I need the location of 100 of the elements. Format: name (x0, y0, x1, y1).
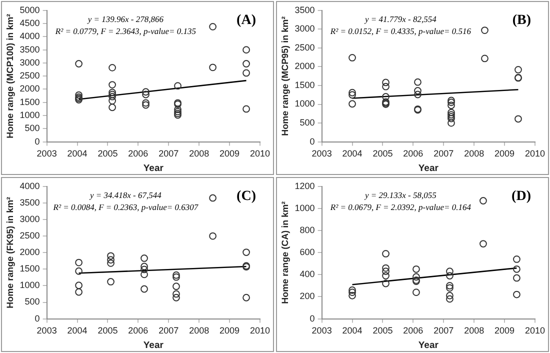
point (140, 270, 148, 278)
y-tick-label: 2500 (20, 70, 40, 81)
y-tick-label: 5000 (20, 4, 40, 15)
point (513, 290, 520, 298)
y-tick-label: 1000 (20, 280, 40, 290)
point (172, 271, 180, 279)
point (172, 282, 180, 290)
point (75, 288, 82, 296)
point (448, 119, 455, 127)
point (412, 265, 420, 273)
y-tick-label: 3000 (20, 214, 40, 224)
y-tick-label: 500 (24, 296, 40, 307)
y-tick-label: 3000 (294, 24, 315, 34)
point (513, 256, 520, 263)
point (448, 98, 455, 106)
point (448, 108, 455, 116)
x-tick-label: 2010 (250, 148, 270, 159)
point (242, 60, 250, 68)
x-tick-label: 2008 (189, 148, 210, 159)
y-tick-label: 0 (34, 313, 40, 324)
point (414, 78, 422, 86)
x-tick-label: 2005 (98, 326, 118, 336)
point (348, 100, 356, 108)
point (514, 115, 522, 123)
point (348, 288, 356, 296)
x-tick-label: 2003 (312, 326, 332, 336)
point (172, 290, 180, 298)
point (107, 256, 114, 264)
y-tick-label: 4000 (20, 31, 40, 42)
point (108, 97, 116, 105)
point (209, 232, 216, 240)
y-tick-label: 2000 (20, 84, 40, 94)
point (107, 252, 114, 260)
point (480, 240, 487, 248)
x-tick-label: 2009 (494, 326, 515, 336)
y-tick-label: 1200 (294, 180, 315, 191)
annotation: R² = 0.0084, F = 0.2363, p-value= 0.6307 (52, 202, 199, 212)
y-axis-title: Home range (FK95) in km² (4, 196, 15, 308)
x-tick-label: 2009 (220, 326, 240, 336)
y-tick-label: 1500 (20, 96, 40, 107)
point (209, 64, 216, 72)
y-tick-label: 1000 (294, 98, 315, 109)
y-tick-label: 200 (300, 291, 315, 302)
point (242, 69, 250, 77)
x-tick-label: 2005 (372, 148, 393, 159)
y-tick-label: 4000 (20, 180, 40, 191)
point (108, 64, 116, 72)
x-tick-label: 2007 (434, 326, 454, 336)
point (382, 280, 390, 288)
point (242, 46, 250, 54)
point (448, 114, 455, 122)
x-tick-label: 2008 (464, 326, 484, 336)
point (481, 26, 488, 34)
point (382, 82, 390, 90)
point (446, 268, 454, 276)
point (75, 258, 82, 266)
y-tick-label: 500 (24, 123, 40, 134)
x-axis-title: Year (418, 162, 439, 174)
point (448, 112, 455, 120)
point (75, 282, 82, 290)
point (142, 99, 150, 107)
x-tick-label: 2010 (250, 326, 270, 336)
point (348, 286, 356, 294)
point (448, 96, 455, 104)
y-tick-label: 4500 (20, 18, 40, 28)
y-tick-label: 600 (300, 247, 315, 258)
point (382, 93, 390, 100)
point (140, 254, 148, 262)
point (142, 88, 150, 96)
point (348, 91, 356, 99)
y-axis-title: Home range (MCP100) in km² (4, 14, 15, 138)
point (414, 90, 422, 98)
y-tick-label: 2000 (294, 61, 315, 72)
point (513, 265, 520, 273)
x-tick-label: 2003 (36, 148, 57, 159)
point (514, 66, 522, 74)
x-tick-label: 2007 (434, 148, 454, 159)
x-tick-label: 2005 (98, 148, 118, 159)
point (412, 273, 420, 281)
point (108, 88, 116, 96)
point (108, 81, 116, 88)
point (140, 285, 148, 293)
point (348, 54, 356, 62)
y-tick-label: 400 (300, 269, 315, 280)
y-tick-label: 800 (300, 225, 315, 236)
point (209, 22, 216, 30)
point (446, 295, 454, 303)
point (140, 266, 148, 274)
x-tick-label: 2004 (67, 326, 88, 336)
point (414, 87, 422, 94)
annotation: y = 41.779x - 82,554 (364, 14, 438, 24)
annotation: R² = 0.0152, F = 0.4335, p-value= 0.516 (329, 26, 472, 36)
y-axis-title: Home range (MCP95) in km² (280, 16, 290, 136)
y-axis-title: Home range (CA) in km² (280, 201, 290, 304)
y-tick-label: 0 (34, 136, 40, 146)
point (108, 92, 116, 100)
x-tick-label: 2003 (312, 148, 332, 159)
annotation: y = 34.418x - 67,544 (89, 190, 162, 200)
point (480, 197, 487, 204)
chart-title: (D) (512, 189, 532, 204)
